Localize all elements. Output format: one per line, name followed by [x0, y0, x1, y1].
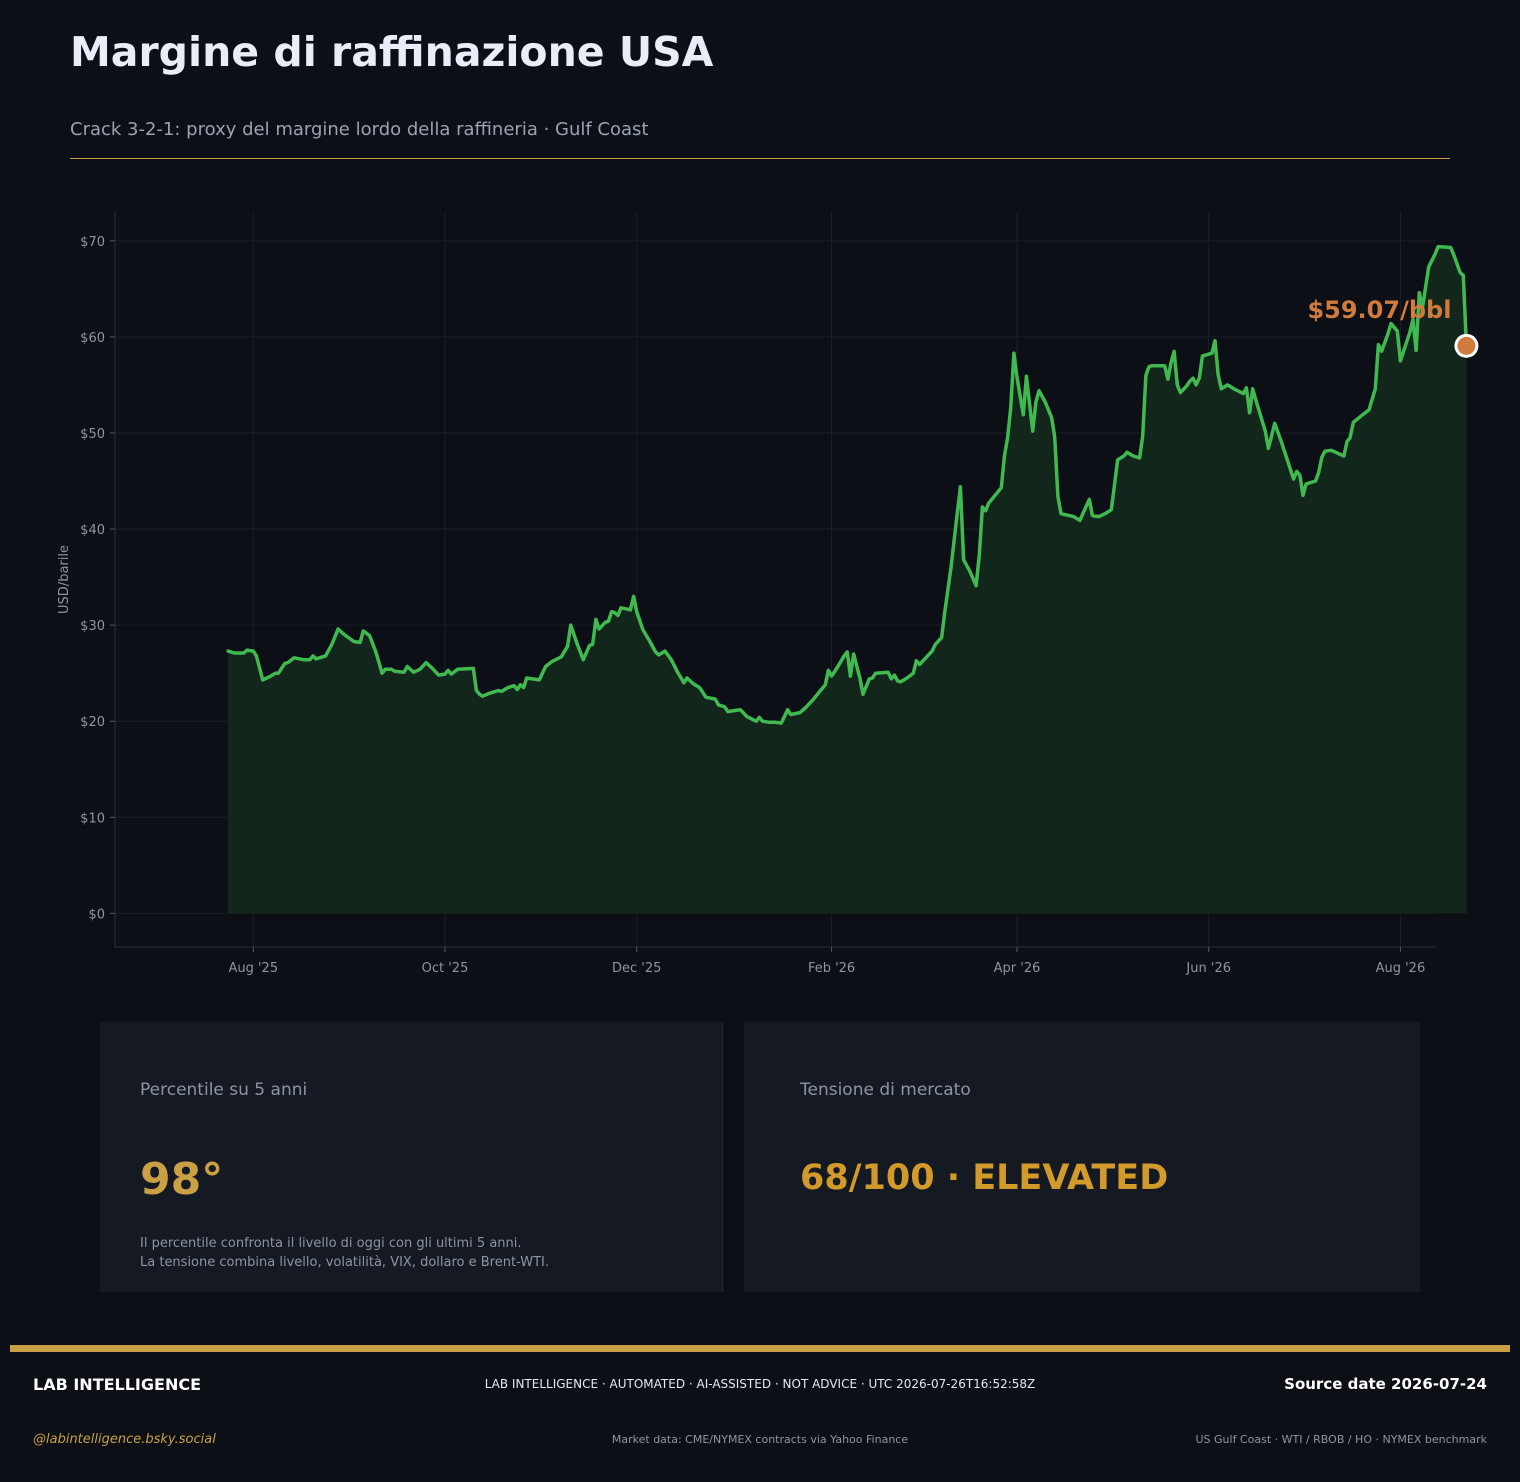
- footer-source-date: Source date 2026-07-24: [1284, 1375, 1487, 1393]
- crack-spread-chart: $0 $10 $20 $30 $40 $50 $60 $70 Aug '25 Oct '25 Dec…: [57, 212, 1479, 976]
- y-tick-label: $0: [88, 907, 105, 922]
- series-area: [228, 246, 1467, 914]
- percentile-card: Percentile su 5 anni 98° Il percentile c…: [100, 1022, 723, 1292]
- y-tick-label: $40: [80, 523, 105, 538]
- x-tick-label: Jun '26: [1185, 961, 1231, 976]
- percentile-note-line-1: Il percentile confronta il livello di og…: [140, 1236, 522, 1251]
- series-line: [226, 244, 1469, 725]
- y-tick-label: $60: [80, 331, 105, 346]
- footer-brand: LAB INTELLIGENCE: [33, 1375, 201, 1394]
- last-value-label: $59.07/bbl: [1307, 296, 1451, 324]
- y-axis-label: USD/barile: [57, 545, 72, 614]
- chart-labels: $59.07/bbl: [1307, 296, 1479, 358]
- last-value-marker: [1457, 336, 1476, 355]
- tension-label: Tensione di mercato: [800, 1080, 971, 1100]
- header-divider: [70, 158, 1450, 159]
- x-tick-label: Dec '25: [612, 961, 661, 976]
- x-tick-label: Oct '25: [422, 961, 469, 976]
- y-tick-label: $10: [80, 811, 105, 826]
- page-subtitle: Crack 3-2-1: proxy del margine lordo del…: [70, 119, 649, 140]
- page-title: Margine di raffinazione USA: [70, 28, 714, 76]
- percentile-note: Il percentile confronta il livello di og…: [140, 1234, 549, 1272]
- chart-series: [226, 244, 1469, 914]
- percentile-value: 98°: [140, 1154, 224, 1205]
- y-tick-label: $20: [80, 715, 105, 730]
- footer-divider: [10, 1345, 1510, 1352]
- tension-value: 68/100 · ELEVATED: [800, 1158, 1169, 1198]
- footer-disclaimer: LAB INTELLIGENCE · AUTOMATED · AI-ASSIST…: [484, 1377, 1036, 1391]
- y-tick-label: $30: [80, 619, 105, 634]
- chart-axes: $0 $10 $20 $30 $40 $50 $60 $70 Aug '25 Oct '25 Dec…: [57, 212, 1435, 976]
- x-tick-label: Aug '26: [1376, 961, 1426, 976]
- y-tick-label: $70: [80, 235, 105, 250]
- footer-benchmark: US Gulf Coast · WTI / RBOB / HO · NYMEX …: [1195, 1433, 1487, 1446]
- percentile-label: Percentile su 5 anni: [140, 1080, 308, 1100]
- footer-handle: @labintelligence.bsky.social: [33, 1432, 216, 1447]
- footer-market-data: Market data: CME/NYMEX contracts via Yah…: [611, 1433, 909, 1446]
- y-tick-label: $50: [80, 427, 105, 442]
- x-tick-label: Apr '26: [994, 961, 1041, 976]
- tension-card: Tensione di mercato 68/100 · ELEVATED: [744, 1022, 1420, 1292]
- x-tick-label: Feb '26: [808, 961, 855, 976]
- x-tick-label: Aug '25: [228, 961, 278, 976]
- percentile-note-line-2: La tensione combina livello, volatilità,…: [140, 1255, 549, 1270]
